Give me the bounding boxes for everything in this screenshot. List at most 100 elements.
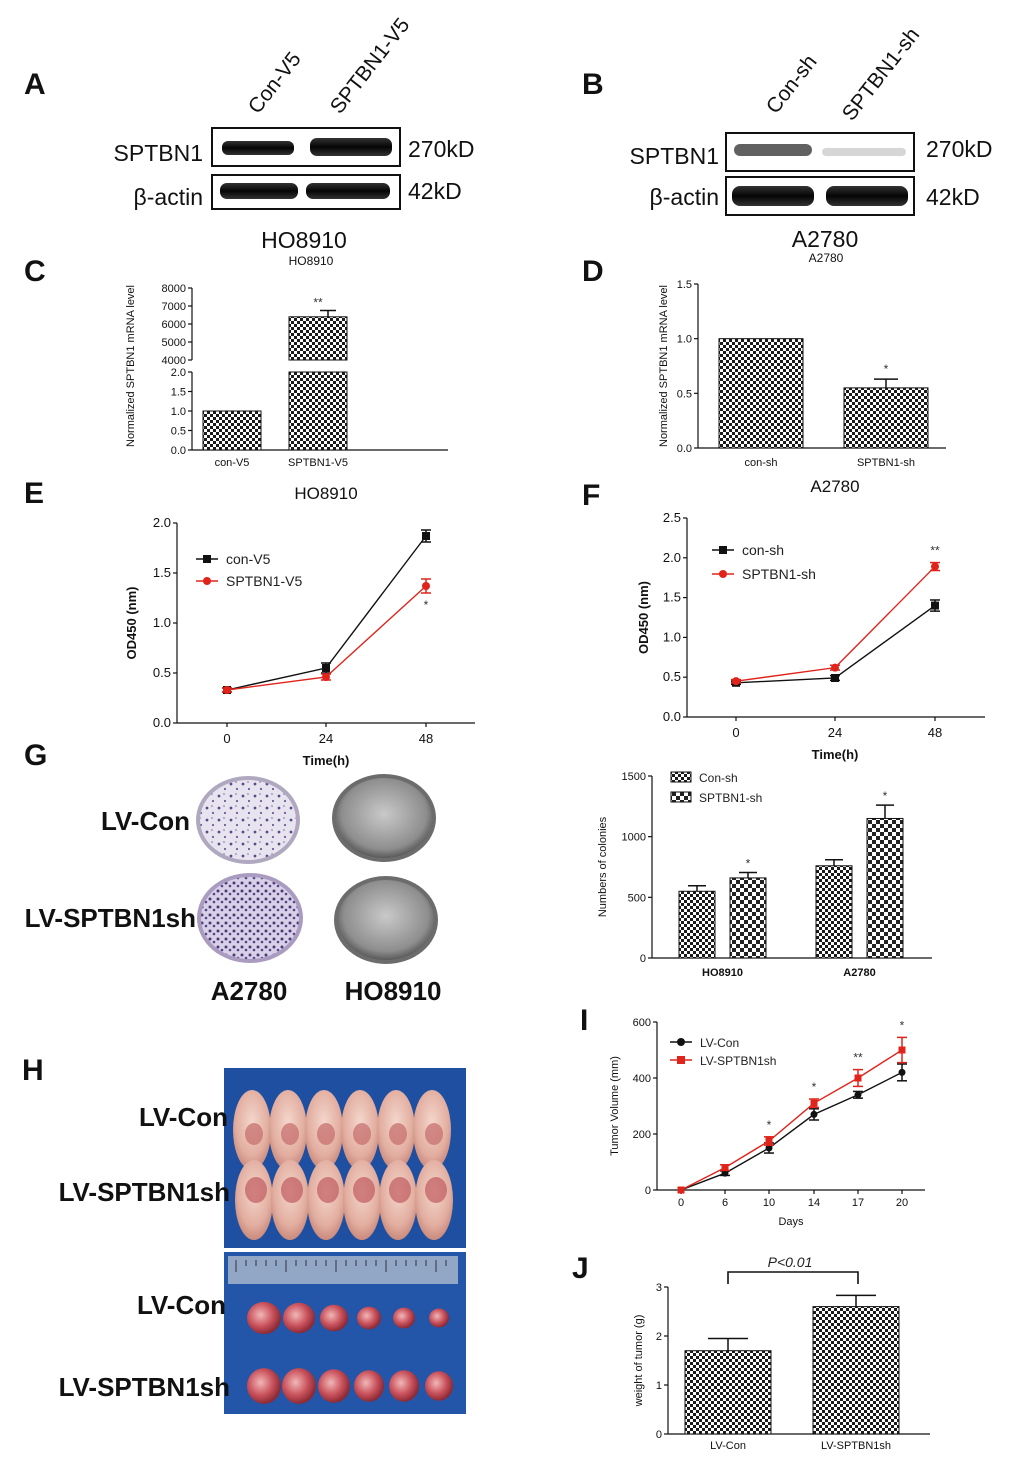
y-tick-label: 2.0 — [153, 515, 171, 530]
y-tick-label: 7000 — [162, 301, 186, 313]
y-tick-label: 500 — [628, 892, 646, 904]
mice-row-lvsh — [235, 1160, 453, 1240]
data-point-SPTBN1-sh — [931, 562, 939, 571]
legend-label: SPTBN1-V5 — [226, 573, 302, 589]
significance: * — [812, 1080, 817, 1094]
band — [220, 183, 298, 199]
chart-d-mrna-a2780: A2780 Normalized SPTBN1 mRNA level 0.0 0.5 1… — [658, 251, 946, 469]
y-axis-label: Normalized SPTBN1 mRNA level — [125, 285, 137, 447]
data-point-LV-SPTBN1sh — [721, 1164, 729, 1172]
protein-label: SPTBN1 — [630, 143, 719, 169]
tumor — [282, 1368, 316, 1404]
x-tick-label: 14 — [808, 1197, 820, 1209]
dish-ho8910-lvcon — [336, 778, 432, 858]
y-tick-label: 600 — [633, 1017, 651, 1029]
bar-SPTBN1-sh-HO8910 — [729, 877, 767, 959]
western-blot-a: Con-V5 SPTBN1-V5 SPTBN1 β-actin 270kD 42… — [114, 14, 475, 253]
data-point-con-sh — [831, 673, 839, 682]
tumor-row-lvsh — [247, 1368, 453, 1404]
significance: * — [767, 1118, 772, 1132]
y-tick-label: 3 — [656, 1282, 662, 1294]
legend-marker — [677, 1038, 685, 1046]
mice-label-lvcon: LV-Con — [139, 1102, 228, 1132]
x-tick-label: 0 — [732, 725, 739, 740]
tumor — [389, 1370, 419, 1402]
legend-marker — [719, 570, 727, 578]
significance: * — [746, 856, 751, 870]
band — [734, 144, 812, 156]
chart-i-tumor-volume: Tumor Volume (mm) 0 200 400 600 0 6 10 14 17 20 Day… — [609, 1017, 925, 1228]
tumor — [357, 1306, 381, 1330]
y-axis-label: Tumor Volume (mm) — [609, 1056, 621, 1156]
x-tick-label: A2780 — [843, 967, 875, 979]
data-point-SPTBN1-V5 — [322, 673, 330, 681]
tumor-label-lvcon: LV-Con — [137, 1290, 226, 1320]
x-tick-label: 24 — [319, 731, 333, 746]
tumor-on-mouse — [317, 1123, 335, 1145]
series-line-LV-SPTBN1sh — [680, 1049, 903, 1191]
legend-marker — [677, 1056, 685, 1064]
x-tick-label: 48 — [928, 725, 942, 740]
legend-label: LV-Con — [700, 1036, 739, 1050]
y-tick-label: 2 — [656, 1331, 662, 1343]
chart-j-tumor-weight: weight of tumor (g) 0 1 2 3 LV-Con LV-SPTBN1sh… — [633, 1254, 930, 1452]
tumor-on-mouse — [389, 1177, 411, 1203]
x-tick-label: LV-Con — [710, 1440, 746, 1452]
protein-label: β-actin — [134, 184, 203, 210]
band — [306, 183, 390, 199]
tumor — [247, 1368, 281, 1404]
tumor-on-mouse — [425, 1177, 447, 1203]
ruler-ticks — [235, 1260, 447, 1272]
legend-label: Con-sh — [699, 771, 738, 785]
x-axis-label: Time(h) — [812, 747, 859, 762]
y-tick-label: 1.5 — [677, 279, 692, 291]
bar-SPTBN1-sh-A2780 — [866, 817, 904, 959]
legend-label: SPTBN1-sh — [742, 566, 816, 582]
y-tick-label: 0 — [640, 953, 646, 965]
x-tick-label: 24 — [828, 725, 842, 740]
bar-con-V5 — [202, 410, 262, 451]
data-point-LV-SPTBN1sh — [854, 1074, 862, 1082]
mice-label-lvsh: LV-SPTBN1sh — [59, 1177, 230, 1207]
bar-con-sh — [718, 338, 804, 449]
y-tick-label: 400 — [633, 1073, 651, 1085]
chart-title: HO8910 — [289, 254, 334, 268]
bar-SPTBN1-V5-lower — [288, 371, 348, 451]
bar-Con-sh-HO8910 — [678, 890, 716, 959]
lane-label-sptbn1-v5: SPTBN1-V5 — [326, 14, 415, 118]
chart-g-colonies: Numbers of colonies 0 500 1000 1500 * HO8910 * A… — [597, 771, 932, 979]
significance: * — [884, 362, 889, 376]
tumor — [425, 1371, 453, 1401]
y-tick-label: 0.0 — [153, 715, 171, 730]
significance: * — [883, 789, 888, 803]
data-point-SPTBN1-V5 — [422, 582, 430, 590]
y-axis-label: Numbers of colonies — [597, 816, 609, 917]
data-point-LV-Con — [721, 1169, 729, 1177]
significance-bracket — [727, 1271, 859, 1284]
x-tick-label: SPTBN1-V5 — [288, 457, 348, 469]
lane-label-con-v5: Con-V5 — [244, 48, 306, 118]
tumor — [318, 1369, 350, 1403]
chart-f-od450-a2780: A2780 OD450 (nm) 0.0 0.5 1.0 1.5 2.0 2.5 0 24 48 Ti… — [636, 477, 985, 762]
tumor-on-mouse — [245, 1123, 263, 1145]
x-tick-label: 0 — [223, 731, 230, 746]
y-axis-label: OD450 (nm) — [124, 587, 139, 660]
y-tick-label: 1.0 — [663, 629, 681, 644]
panel-label-h: H — [22, 1054, 44, 1087]
y-tick-label: 1.5 — [153, 565, 171, 580]
data-point-con-sh — [931, 601, 939, 610]
x-tick-label: con-V5 — [215, 457, 250, 469]
y-axis-label: OD450 (nm) — [636, 581, 651, 654]
data-point-con-V5 — [422, 532, 430, 540]
legend-swatch — [670, 791, 692, 803]
significance: ** — [930, 544, 940, 558]
y-tick-label: 0.5 — [663, 669, 681, 684]
colony-dishes: LV-Con LV-SPTBN1sh A2780 HO8910 — [25, 774, 441, 1006]
y-tick-label: 1.0 — [677, 334, 692, 346]
significance: ** — [853, 1051, 863, 1065]
legend-label: con-V5 — [226, 551, 271, 567]
bar-LV-SPTBN1sh — [812, 1306, 900, 1435]
data-point-LV-Con — [810, 1110, 818, 1118]
western-blot-b: Con-sh SPTBN1-sh SPTBN1 β-actin 270kD 42… — [630, 24, 993, 252]
